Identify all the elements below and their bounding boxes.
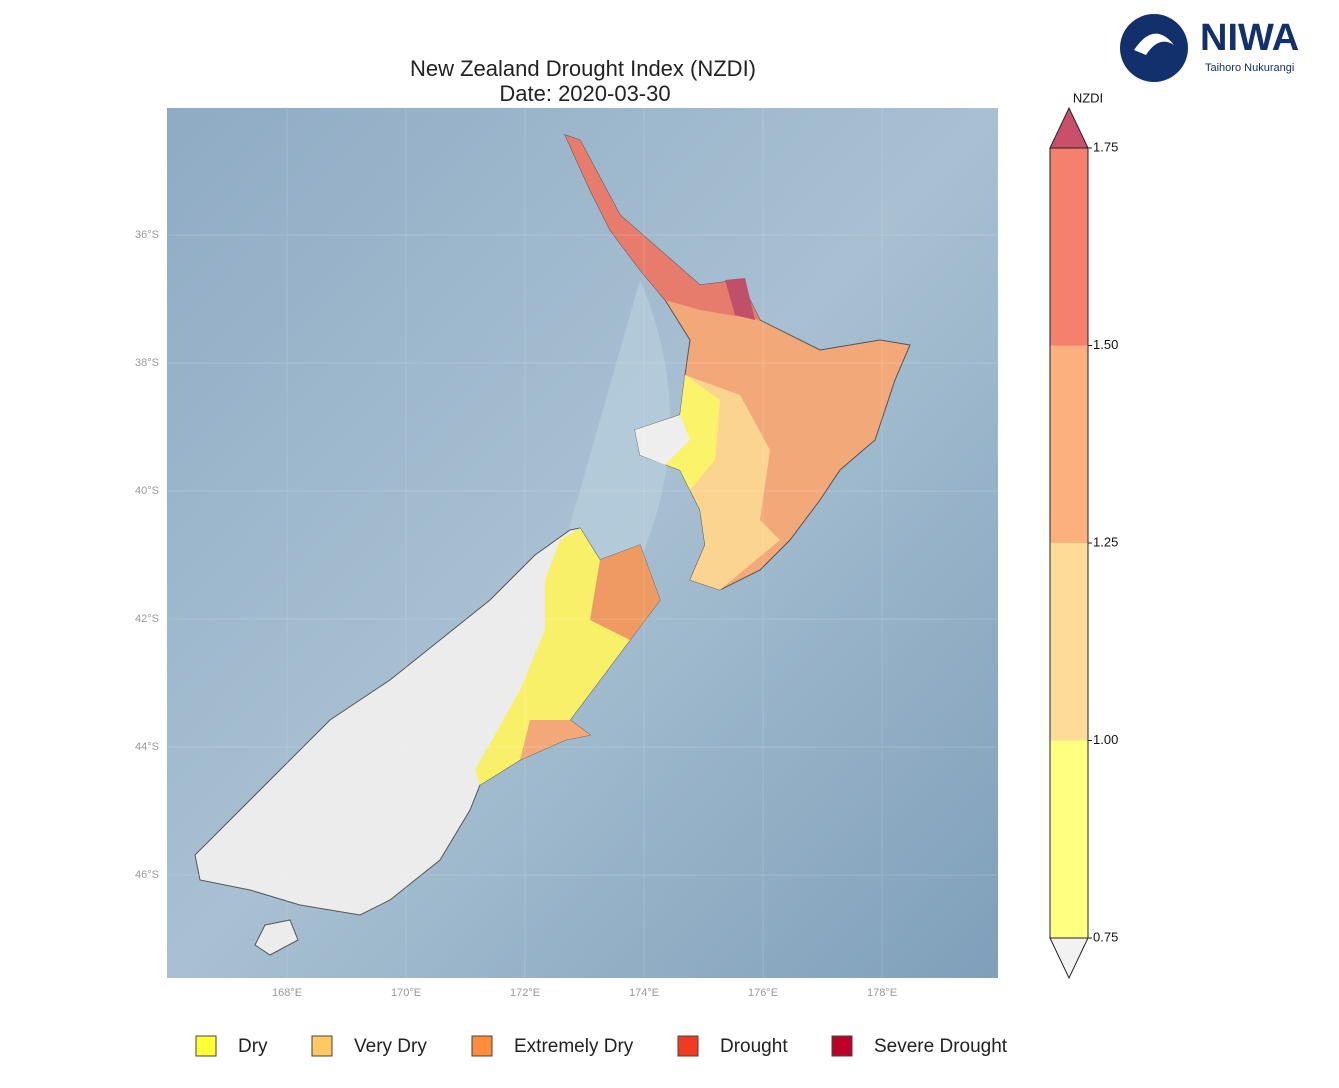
subtitle: Date: 2020-03-30	[499, 81, 670, 106]
legend: Dry Very Dry Extremely Dry Drought Severe Dr…	[195, 1035, 1008, 1057]
colorbar-label: NZDI	[1073, 90, 1103, 105]
taranaki	[635, 415, 690, 465]
shelf	[560, 280, 670, 590]
legend-label: Very Dry	[354, 1036, 427, 1057]
colorbar-under	[1049, 937, 1089, 980]
lat-label: 40°S	[135, 485, 159, 497]
legend-swatch	[311, 1035, 333, 1057]
lon-label: 172°E	[510, 987, 540, 999]
colorbar-segment	[1050, 740, 1088, 938]
legend-swatch	[195, 1035, 217, 1057]
lon-label: 170°E	[391, 987, 421, 999]
lon-label: 176°E	[748, 987, 778, 999]
marlborough	[590, 545, 660, 640]
lat-label: 38°S	[135, 357, 159, 369]
banks-peninsula	[520, 720, 590, 760]
colorbar-segment	[1050, 543, 1088, 741]
legend-swatch	[831, 1035, 853, 1057]
legend-label: Drought	[720, 1036, 788, 1057]
colorbar-tick-label: 1.00	[1093, 732, 1118, 747]
stewart-island	[254, 919, 299, 956]
colorbar-segment	[1050, 345, 1088, 543]
lat-label: 44°S	[135, 741, 159, 753]
legend-swatch	[471, 1035, 493, 1057]
legend-label: Dry	[238, 1036, 268, 1057]
severe-patch	[725, 278, 755, 320]
colorbar-over	[1049, 106, 1089, 149]
colorbar-tick-label: 1.75	[1093, 139, 1118, 154]
colorbar-tick-label: 1.50	[1093, 337, 1118, 352]
legend-label: Severe Drought	[874, 1036, 1008, 1057]
logo-mark	[1120, 14, 1188, 82]
lat-label: 36°S	[135, 229, 159, 241]
legend-swatch	[677, 1035, 699, 1057]
logo-swirl	[1134, 33, 1174, 55]
lon-label: 178°E	[867, 987, 897, 999]
logo: NIWA Taihoro Nukurangi	[1120, 14, 1299, 82]
lat-label: 46°S	[135, 869, 159, 881]
map	[167, 108, 998, 978]
lat-label: 42°S	[135, 613, 159, 625]
legend-label: Extremely Dry	[514, 1036, 634, 1057]
title: New Zealand Drought Index (NZDI)	[410, 56, 756, 81]
colorbar-tick-label: 1.25	[1093, 534, 1118, 549]
lon-label: 168°E	[272, 987, 302, 999]
axes: 36°S 38°S 40°S 42°S 44°S 46°S 168°E 170°E 172°E 1…	[135, 108, 998, 999]
lon-label: 174°E	[629, 987, 659, 999]
logo-name: NIWA	[1200, 17, 1299, 59]
colorbar: NZDI 0.75 1.00 1.25 1.50 1.75	[1049, 90, 1118, 980]
logo-subtitle: Taihoro Nukurangi	[1205, 62, 1294, 74]
colorbar-segment	[1050, 148, 1088, 346]
colorbar-tick-label: 0.75	[1093, 929, 1118, 944]
